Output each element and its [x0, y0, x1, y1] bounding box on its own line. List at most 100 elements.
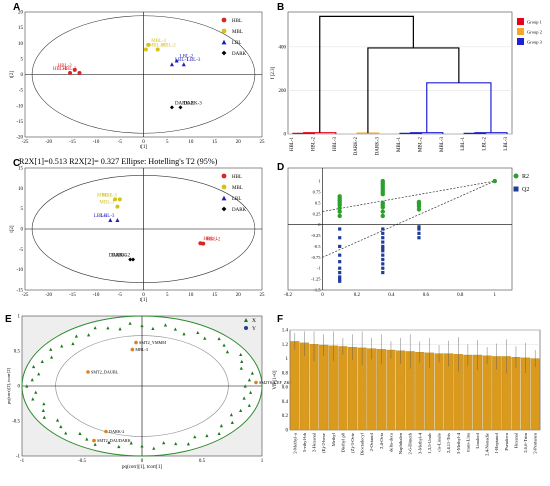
- y-tick-label: 1: [18, 315, 21, 320]
- y-tick-label: -20: [16, 136, 23, 141]
- vip-bar: [299, 342, 309, 431]
- vip-bar: [530, 358, 540, 431]
- panel-letter: E: [5, 314, 12, 325]
- y-tick-label: -0.75: [311, 255, 321, 260]
- x-tick-label: 2-Methyl-a: [292, 433, 297, 454]
- r2-point: [380, 178, 385, 184]
- point-label: LBL-1: [94, 214, 108, 219]
- x-tick-label: 25: [260, 293, 266, 298]
- x-tick-label: 1: [261, 459, 264, 464]
- vip-bar: [367, 348, 377, 431]
- y-tick-label: 0.4: [282, 400, 289, 405]
- x-tick-label: -15: [69, 293, 76, 298]
- x-variable-marker: [85, 437, 89, 441]
- x-variable-marker: [71, 341, 75, 346]
- legend-marker: [221, 184, 227, 190]
- legend-marker: [221, 17, 227, 23]
- x-variable-marker: [239, 408, 243, 412]
- x-tick-label: Linalool: [475, 432, 480, 448]
- x-variable-marker: [30, 378, 34, 382]
- y-axis-label: t[2]: [10, 71, 15, 79]
- x-variable-marker: [247, 403, 251, 407]
- x-variable-marker: [40, 359, 44, 363]
- y-tick-label: 10: [18, 42, 24, 47]
- q2-point: [381, 262, 385, 266]
- score-point: [113, 197, 118, 202]
- x-variable-marker: [128, 321, 132, 325]
- score-point: [169, 105, 174, 110]
- score-point: [68, 70, 73, 75]
- vip-bar: [319, 344, 329, 431]
- x-tick-label: 2-Hexanal: [312, 432, 317, 452]
- score-point: [115, 218, 120, 223]
- legend-marker: [513, 186, 519, 192]
- x-variable-marker: [74, 334, 79, 338]
- x-variable-marker: [42, 415, 46, 419]
- y-variable-marker: [86, 370, 90, 374]
- y-tick-label: -0.5: [12, 420, 20, 425]
- panel-b: B 0 200 400 f [2.3] HBL-1 HBL-2 HBL-3 DARK-2 DARK…: [271, 2, 543, 155]
- point-label: HBL-3: [62, 67, 77, 72]
- q2-point: [381, 240, 385, 244]
- r2-point: [492, 178, 497, 184]
- legend-swatch: [517, 18, 524, 25]
- x-variable-marker: [31, 397, 35, 401]
- x-variable-marker: [247, 378, 252, 382]
- legend-label: Y: [252, 326, 256, 332]
- x-tick-label: 10: [188, 293, 194, 298]
- r2-point: [380, 213, 385, 219]
- y-tick-label: 0: [21, 228, 24, 233]
- legend-swatch: [517, 28, 524, 35]
- x-variable-marker: [219, 424, 223, 428]
- y-tick-label: -5: [19, 89, 24, 94]
- legend-marker: [221, 206, 227, 212]
- panel-letter: C: [13, 158, 20, 169]
- x-tick-label: -25: [22, 140, 29, 145]
- x-variable-marker: [217, 336, 221, 341]
- y-tick-label: 400: [279, 45, 287, 50]
- x-variable-marker: [196, 330, 200, 335]
- point-label: DARK-1: [109, 254, 128, 259]
- x-variable-marker: [129, 441, 133, 445]
- x-tick-label: 3-Methyl-4: [456, 432, 461, 454]
- legend-label: X: [252, 318, 256, 324]
- vip-bar: [463, 354, 473, 431]
- x-tick-label: 3-Methyl-4: [417, 432, 422, 454]
- leaf-label: LBL-2: [483, 137, 488, 151]
- y-variable-label: SMT2_DAUDARK: [97, 438, 131, 443]
- point-label: MBL-1: [151, 39, 167, 44]
- score-point: [146, 42, 151, 47]
- x-tick-label: 2,4-Octa: [379, 433, 385, 449]
- legend-label: HBL: [232, 175, 242, 180]
- y-axis-label: VIP[1+0]: [273, 370, 278, 390]
- q2-regression-line: [322, 180, 495, 258]
- x-variable-marker: [49, 347, 53, 351]
- x-tick-label: -25: [22, 293, 29, 298]
- y-tick-label: 5: [21, 57, 24, 62]
- x-tick-label: 0.8: [457, 293, 464, 298]
- y-tick-label: -10: [16, 268, 23, 273]
- legend-label: LBL: [232, 197, 241, 202]
- dendrogram-link: [303, 132, 337, 134]
- point-label: LBL-2: [180, 54, 194, 59]
- x-tick-label: 2,6,6-Trim: [523, 433, 529, 453]
- y-tick-label: 0.75: [313, 189, 322, 194]
- x-variable-marker: [117, 444, 121, 449]
- q2-point: [338, 227, 342, 231]
- point-label: MBL-2: [97, 193, 113, 198]
- vip-bar: [290, 341, 300, 431]
- y-axis-label: t[2]: [10, 225, 15, 233]
- panel-d: D -0.2 0 0.2 0.4 0.6 0.8 1 -1.5 -1.25 -1 -0.75 -0.5 -…: [277, 162, 529, 298]
- legend-label: Group 3: [527, 40, 543, 45]
- y-tick-label: 0.5: [14, 350, 21, 355]
- legend-marker: [513, 173, 519, 179]
- r2-point: [380, 209, 385, 214]
- x-tick-label: delta-deca: [388, 433, 393, 452]
- x-variable-marker: [59, 424, 63, 429]
- r2-point: [337, 194, 342, 199]
- x-tick-label: -20: [45, 293, 52, 298]
- point-label: HBL-2: [206, 238, 221, 243]
- legend-label: Group 2: [527, 30, 542, 35]
- vip-bar: [482, 355, 492, 431]
- x-tick-label: -1: [20, 459, 25, 464]
